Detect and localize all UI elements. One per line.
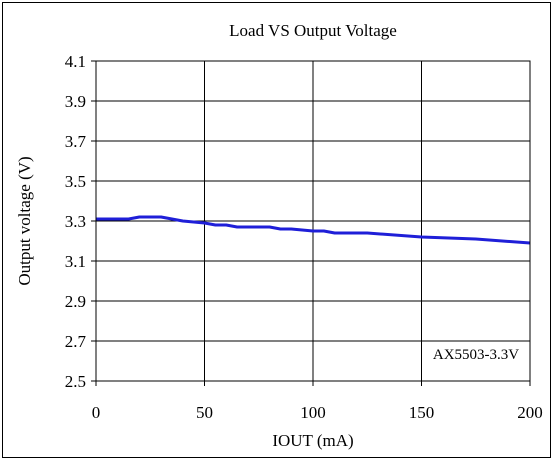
series-line (96, 215, 531, 245)
x-tick-label: 0 (92, 403, 101, 422)
chart-frame (2, 2, 551, 458)
annotation-box (424, 342, 528, 364)
x-tick-label: 100 (300, 403, 326, 422)
y-axis-label: Output voltage (V) (15, 156, 34, 285)
y-tick-label: 3.3 (65, 212, 86, 231)
x-axis-label: IOUT (mA) (272, 431, 353, 450)
y-tick-label: 2.9 (65, 292, 86, 311)
chart-title: Load VS Output Voltage (229, 21, 397, 40)
y-tick-label: 4.1 (65, 52, 86, 71)
y-tick-label: 2.7 (65, 332, 87, 351)
x-tick-label: 150 (409, 403, 435, 422)
y-tick-label: 3.7 (65, 132, 87, 151)
x-tick-label: 200 (517, 403, 543, 422)
annotation-label: AX5503-3.3V (433, 347, 519, 363)
y-tick-label: 3.5 (65, 172, 86, 191)
x-tick-label: 50 (196, 403, 213, 422)
y-tick-label: 2.5 (65, 372, 86, 391)
y-tick-label: 3.9 (65, 92, 86, 111)
y-tick-label: 3.1 (65, 252, 86, 271)
